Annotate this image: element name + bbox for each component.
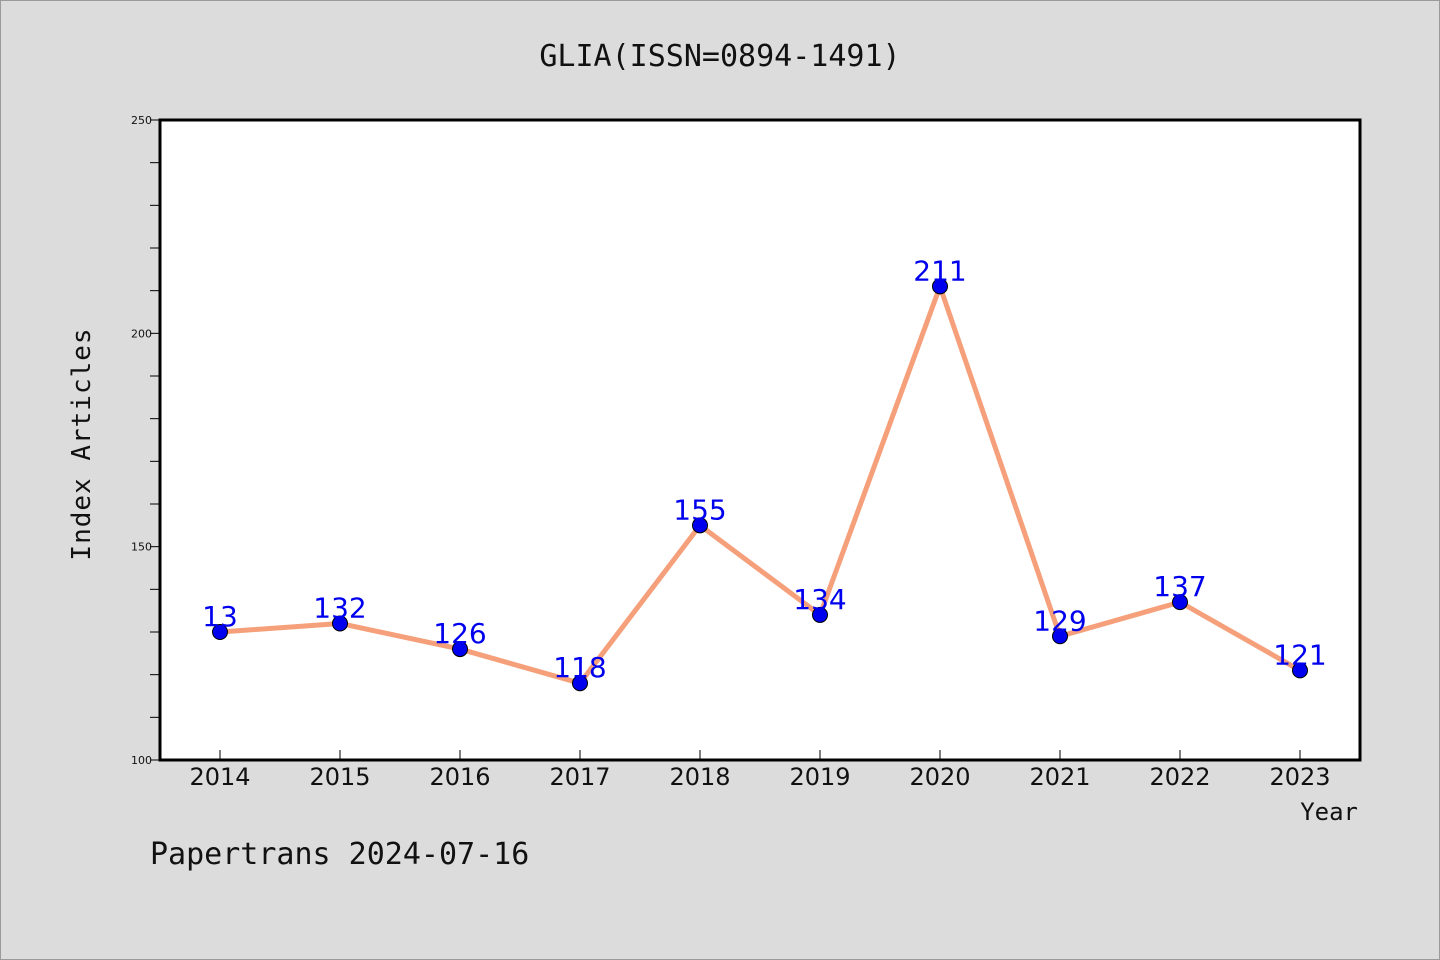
x-tick-label: 2016 [429, 763, 490, 791]
data-point [332, 615, 348, 632]
x-tick-label: 2022 [1149, 763, 1210, 791]
data-label: 118 [553, 651, 606, 684]
footer-watermark: Papertrans 2024-07-16 [150, 837, 529, 872]
chart-title: GLIA(ISSN=0894-1491) [539, 39, 900, 74]
data-label: 132 [313, 591, 366, 624]
data-point [692, 517, 708, 534]
data-label: 121 [1273, 638, 1326, 671]
x-tick-label: 2023 [1269, 763, 1330, 791]
y-tick-label: 200 [131, 327, 152, 340]
data-label: 137 [1153, 570, 1206, 603]
x-tick-label: 2020 [909, 763, 970, 791]
y-tick-label: 150 [131, 541, 152, 554]
x-tick-label: 2018 [669, 763, 730, 791]
x-tick-label: 2017 [549, 763, 610, 791]
series-line [219, 283, 1302, 686]
data-point [572, 675, 588, 692]
y-tick-label: 100 [131, 754, 152, 767]
y-axis-label: Index Articles [67, 327, 97, 560]
x-axis-label: Year [1300, 798, 1358, 826]
y-axis-ticks: 100 150 200 250 [131, 114, 160, 767]
data-label: 134 [793, 583, 846, 616]
data-point [1172, 594, 1188, 611]
data-label: 211 [913, 254, 966, 287]
y-tick-label: 250 [131, 114, 152, 127]
x-axis-ticks: 2014 2015 2016 2017 2018 2019 2020 2021 2022 2023 [189, 750, 1331, 791]
data-point [812, 606, 828, 623]
plot-area [158, 118, 1362, 762]
data-labels: 13 132 126 118 155 134 211 129 137 121 [202, 254, 1327, 684]
x-tick-label: 2015 [309, 763, 370, 791]
data-point [1052, 628, 1068, 645]
x-tick-label: 2014 [189, 763, 250, 791]
data-label: 155 [673, 493, 726, 526]
data-label: 129 [1033, 604, 1086, 637]
data-point [212, 624, 228, 640]
data-point [452, 641, 468, 658]
x-tick-label: 2021 [1029, 763, 1090, 791]
data-label: 13 [202, 600, 238, 633]
x-tick-label: 2019 [789, 763, 850, 791]
data-label: 126 [433, 617, 486, 650]
data-point [932, 278, 948, 295]
data-points [212, 278, 1308, 692]
data-point [1292, 662, 1308, 679]
